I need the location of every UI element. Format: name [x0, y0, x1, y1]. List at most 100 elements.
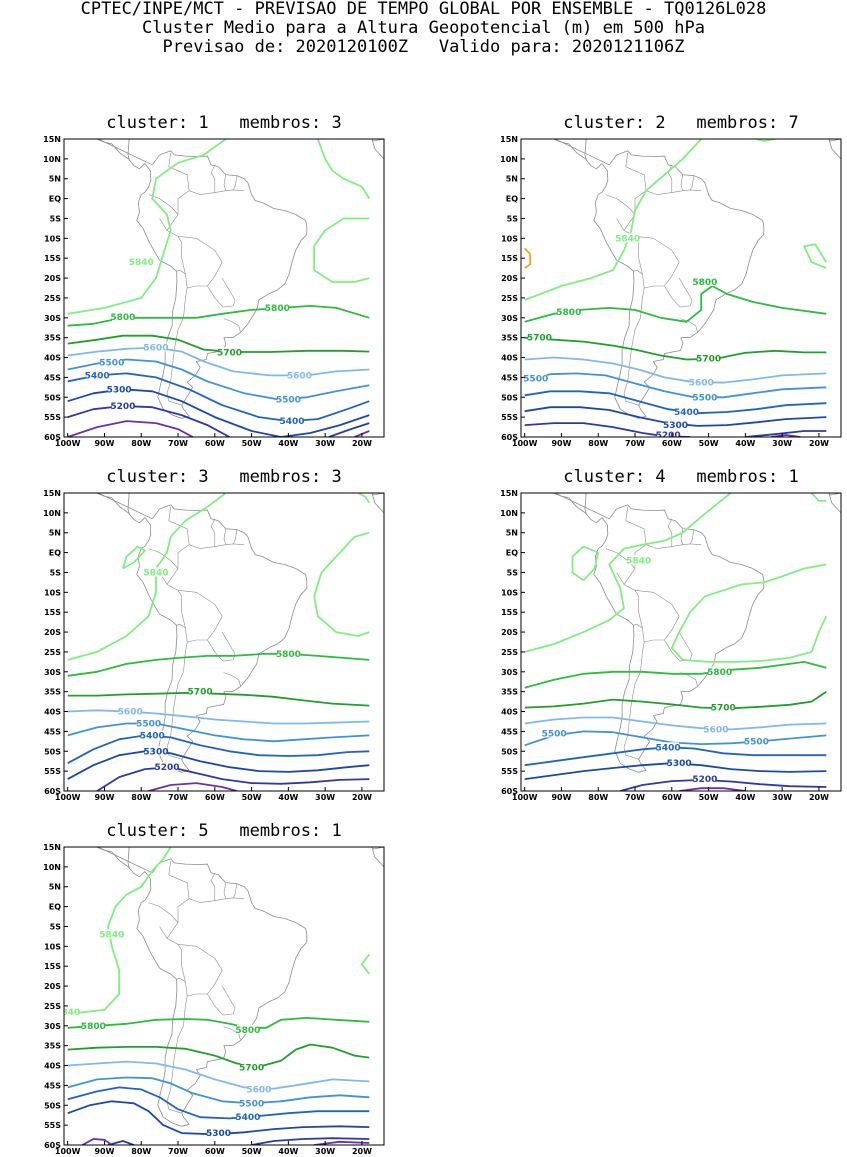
lat-label: 45S: [44, 373, 61, 382]
lat-label: 15S: [501, 608, 518, 617]
lat-label: 25S: [44, 648, 61, 657]
country-border: [159, 926, 223, 997]
lon-label: 70W: [625, 439, 645, 448]
contour-label-5800: 5800: [556, 308, 581, 318]
contour-label-bg: [693, 392, 716, 402]
country-border: [207, 277, 236, 308]
country-border: [623, 190, 647, 231]
lat-label: 30S: [501, 314, 518, 323]
contour-5840: [122, 545, 146, 570]
coastline-africa: [828, 139, 841, 179]
coastline-south-america: [552, 493, 765, 773]
lon-label: 60W: [205, 1147, 225, 1156]
contour-5200: [620, 778, 827, 791]
contour-5500: [524, 372, 827, 399]
map-plot-area: 5840 5800 5800 5700 5600 5600 5500 5500 5400 5400…: [67, 139, 384, 437]
lon-label: 90W: [94, 1147, 114, 1156]
lon-label: 40W: [735, 793, 755, 802]
contour-label-bg: [111, 312, 134, 322]
contour-5700: [67, 334, 370, 353]
lat-label: 50S: [44, 1101, 61, 1110]
lon-label: 30W: [315, 1147, 335, 1156]
lon-label: 100W: [55, 793, 81, 802]
country-border: [232, 529, 238, 545]
lat-label: EQ: [506, 549, 518, 558]
contour-label-bg: [247, 1084, 270, 1094]
lon-label: 60W: [205, 439, 225, 448]
country-border: [623, 287, 645, 406]
country-border: [166, 898, 190, 939]
panel-title-cluster-2: cluster: 2 membros: 7: [563, 113, 799, 133]
panel-title-cluster-3: cluster: 3 membros: 3: [106, 467, 342, 487]
contour-label-5200: 5200: [656, 431, 681, 441]
contour-label-5700: 5700: [527, 334, 552, 344]
contour-label-5200: 5200: [154, 763, 179, 773]
contour-5200: [251, 1137, 370, 1145]
contour-label-bg: [281, 416, 304, 426]
contour-label-bg: [108, 384, 131, 394]
coastline-central-america: [584, 493, 587, 515]
contour-label-5500: 5500: [692, 393, 717, 403]
contour-label-5500: 5500: [276, 395, 301, 405]
lat-label: 25S: [44, 294, 61, 303]
contour-label-5840: 5840: [615, 234, 640, 244]
lat-label: 25S: [501, 294, 518, 303]
contour-label-bg: [704, 724, 727, 734]
contour-label-5840: 5840: [626, 557, 651, 567]
contour-label-5800: 5800: [692, 278, 717, 288]
lon-label: 60W: [205, 793, 225, 802]
country-border: [223, 318, 241, 333]
contour-label-5300: 5300: [206, 1129, 231, 1139]
lat-label: 15N: [43, 489, 61, 498]
country-border: [645, 543, 702, 549]
contour-label-5840: 5840: [99, 930, 124, 940]
lat-label: 60S: [44, 787, 61, 796]
contour-label-bg: [119, 706, 142, 716]
contour-5200: [745, 430, 827, 437]
map-plot-area: 5840 5800 5800 5700 5700 5600 5500 5500 5400 5300…: [523, 139, 841, 441]
lat-label: 5N: [506, 175, 518, 184]
contour-5200: [107, 1140, 135, 1145]
lat-label: 10S: [44, 588, 61, 597]
lat-label: 5N: [506, 529, 518, 538]
lat-label: 10S: [501, 234, 518, 243]
lon-label: 40W: [735, 439, 755, 448]
lat-label: 55S: [44, 767, 61, 776]
contour-label-5400: 5400: [85, 371, 110, 381]
coastline-africa: [371, 139, 384, 179]
lon-label: 90W: [94, 793, 114, 802]
lat-label: 45S: [44, 1081, 61, 1090]
contour-5200: [96, 766, 370, 791]
contour-5100: [313, 1140, 370, 1145]
contour-label-bg: [82, 1020, 105, 1030]
lat-label: 30S: [44, 668, 61, 677]
contour-5700: [67, 691, 370, 707]
country-border: [616, 218, 680, 289]
map-cluster-2: 5840 5800 5800 5700 5700 5600 5500 5500 5400 5300…: [500, 135, 842, 448]
coastline-south-america: [95, 847, 308, 1127]
country-border: [188, 897, 245, 903]
contour-label-bg: [64, 1006, 79, 1016]
coastline-south-america: [95, 139, 308, 419]
country-border: [232, 883, 238, 899]
contour-label-bg: [277, 394, 300, 404]
coastline-central-america: [584, 139, 587, 161]
contour-label-5200: 5200: [110, 402, 135, 412]
coastline-africa: [371, 847, 384, 887]
lat-label: 10N: [43, 509, 61, 518]
lat-label: 40S: [44, 1062, 61, 1071]
country-border: [680, 528, 684, 545]
lat-label: EQ: [49, 549, 61, 558]
lat-label: 10S: [44, 234, 61, 243]
contour-5840: [803, 243, 828, 269]
contour-label-5400: 5400: [280, 417, 305, 427]
contour-label-bg: [189, 686, 212, 696]
country-border: [645, 189, 702, 195]
lon-label: 90W: [551, 439, 571, 448]
country-border: [664, 631, 693, 662]
contour-label-bg: [137, 718, 160, 728]
contour-label-5500: 5500: [744, 737, 769, 747]
country-border: [148, 194, 179, 215]
country-border: [223, 174, 227, 191]
